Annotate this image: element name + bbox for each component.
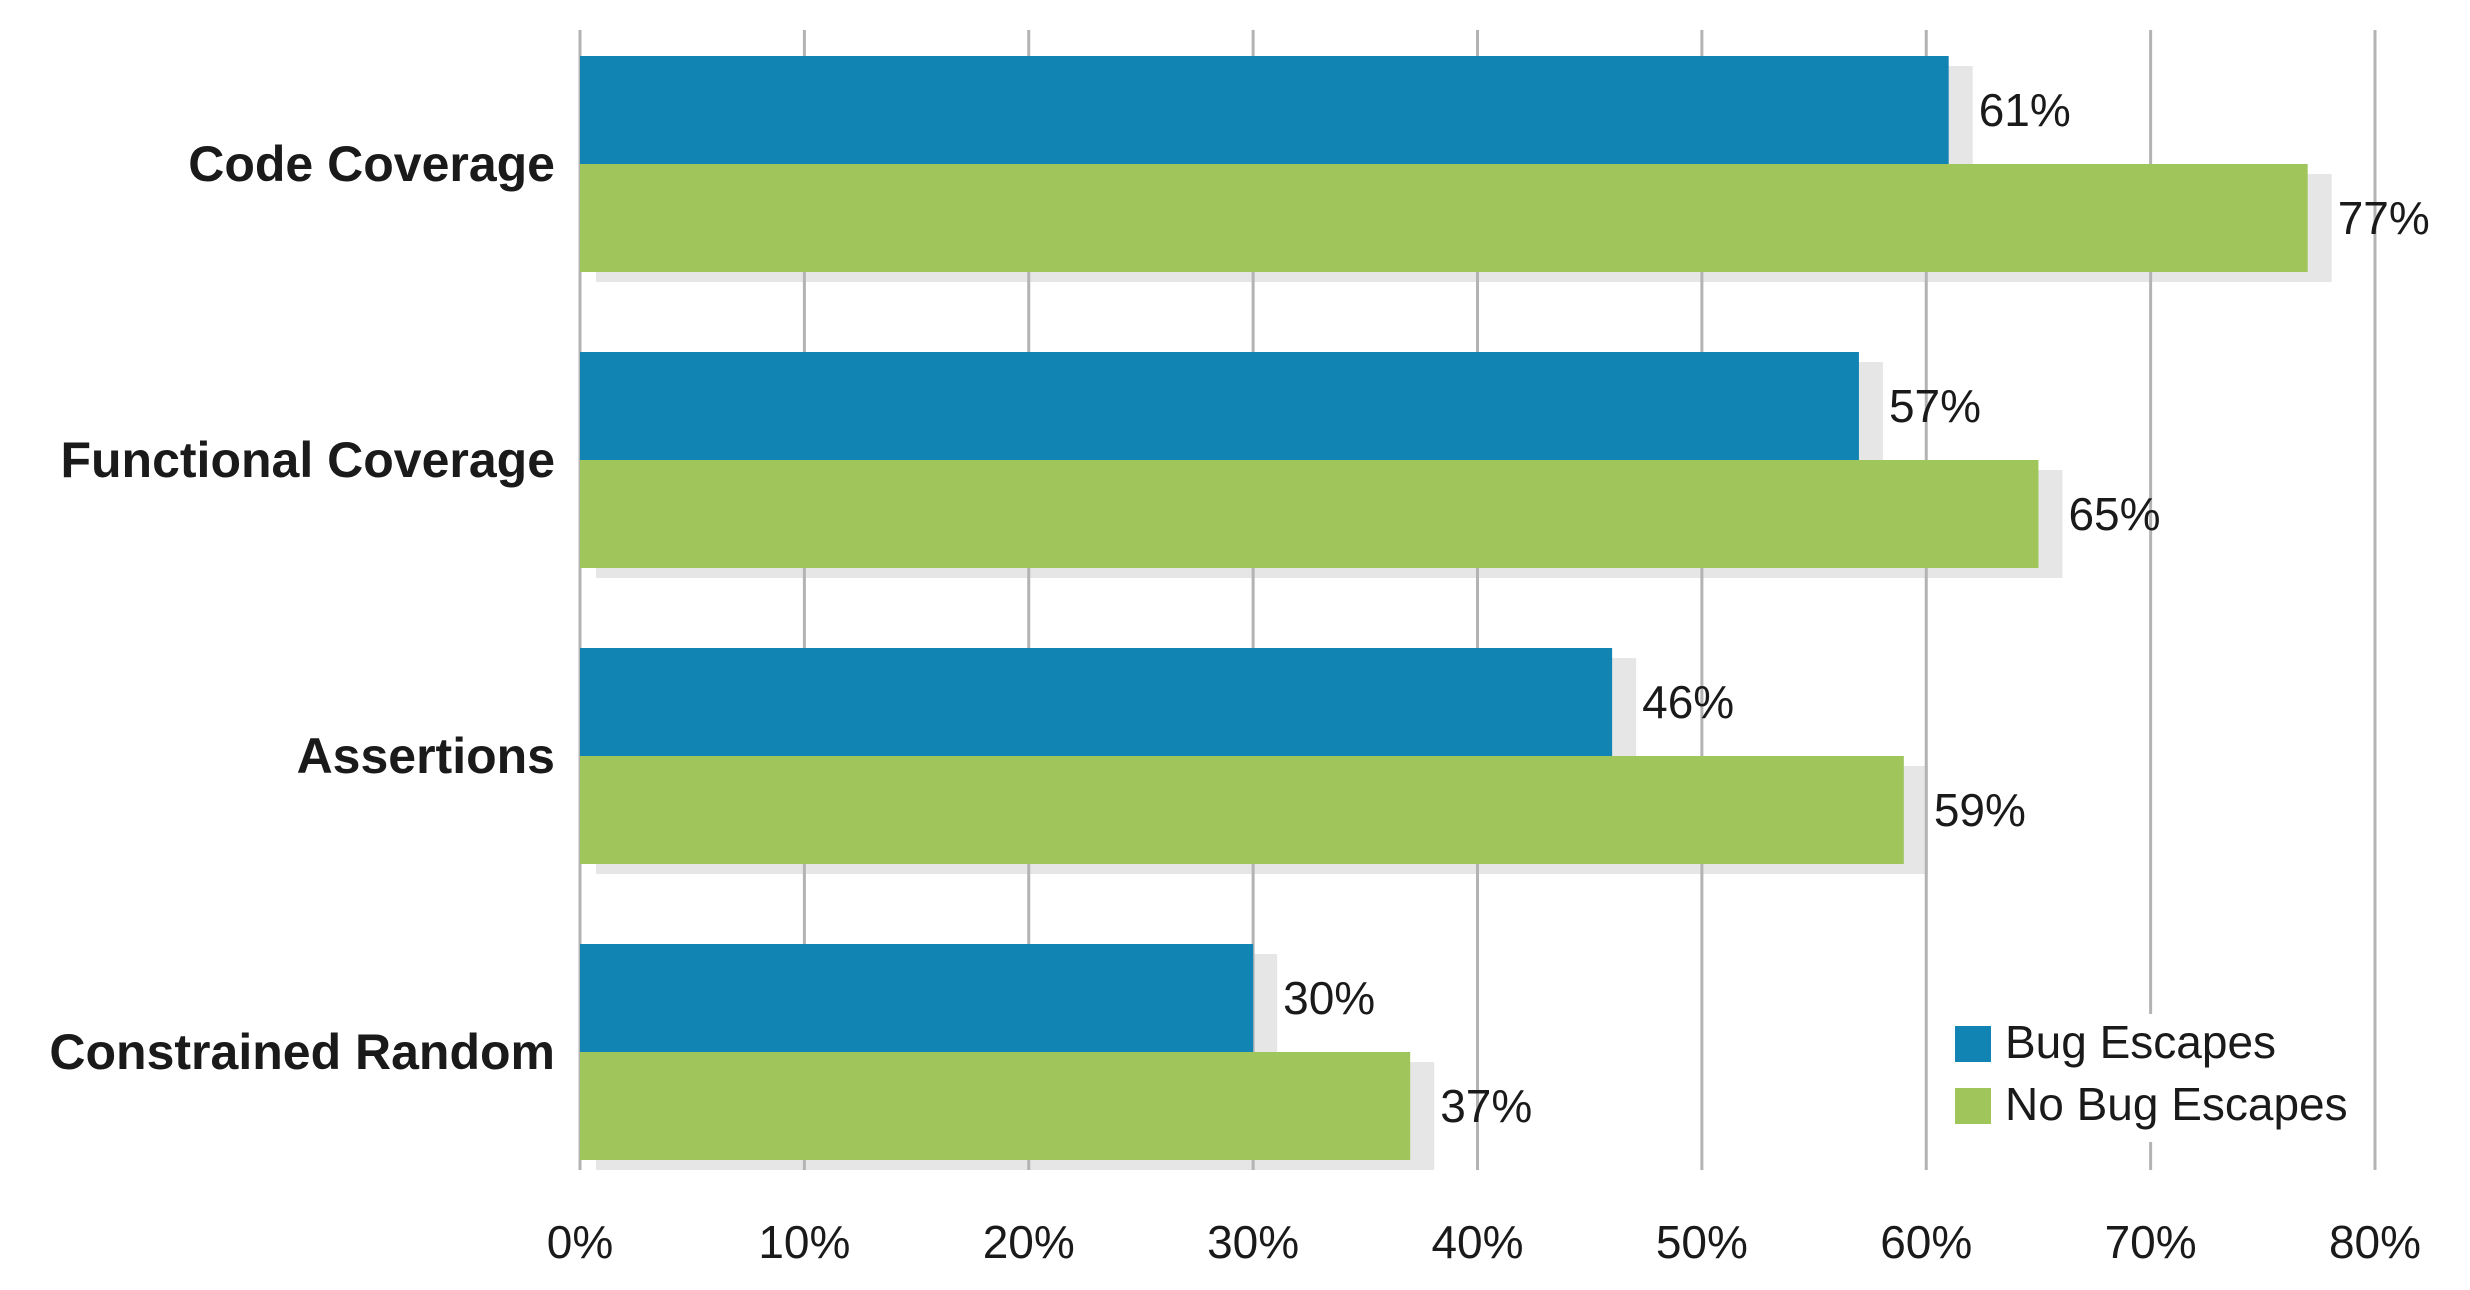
bar-no-bug-escapes-functional-coverage [580, 460, 2039, 568]
value-label: 77% [2338, 192, 2430, 244]
bar-bug-escapes-assertions [580, 648, 1613, 756]
value-label: 30% [1283, 972, 1375, 1024]
bar-bug-escapes-code-coverage [580, 56, 1949, 164]
bar-bug-escapes-functional-coverage [580, 352, 1859, 460]
category-label: Functional Coverage [60, 432, 555, 488]
x-tick-label: 80% [2329, 1216, 2421, 1268]
category-label: Assertions [297, 728, 555, 784]
category-label: Constrained Random [49, 1024, 555, 1080]
x-tick-label: 70% [2105, 1216, 2197, 1268]
x-tick-label: 40% [1431, 1216, 1523, 1268]
value-label: 65% [2068, 488, 2160, 540]
x-tick-label: 30% [1207, 1216, 1299, 1268]
legend-label-bug-escapes: Bug Escapes [2005, 1016, 2276, 1068]
x-axis-tick-labels: 0% 10% 20% 30% 40% 50% 60% 70% 80% [547, 1216, 2421, 1268]
legend-swatch-bug-escapes [1955, 1026, 1991, 1062]
x-tick-label: 10% [758, 1216, 850, 1268]
x-tick-label: 50% [1656, 1216, 1748, 1268]
bar-no-bug-escapes-constrained-random [580, 1052, 1411, 1160]
category-label: Code Coverage [188, 136, 555, 192]
value-label: 57% [1889, 380, 1981, 432]
x-tick-label: 60% [1880, 1216, 1972, 1268]
bars [580, 56, 2308, 1160]
value-label: 46% [1642, 676, 1734, 728]
bar-no-bug-escapes-code-coverage [580, 164, 2308, 272]
value-labels: 61% 77% 57% 65% 46% 59% 30% 37% [1283, 84, 2430, 1132]
x-tick-label: 20% [983, 1216, 1075, 1268]
legend: Bug Escapes No Bug Escapes [1941, 1014, 2371, 1142]
category-labels: Code Coverage Functional Coverage Assertio… [49, 136, 555, 1080]
legend-label-no-bug-escapes: No Bug Escapes [2005, 1078, 2348, 1130]
value-label: 59% [1934, 784, 2026, 836]
legend-swatch-no-bug-escapes [1955, 1088, 1991, 1124]
value-label: 61% [1979, 84, 2071, 136]
bar-no-bug-escapes-assertions [580, 756, 1904, 864]
x-tick-label: 0% [547, 1216, 613, 1268]
value-label: 37% [1440, 1080, 1532, 1132]
bar-bug-escapes-constrained-random [580, 944, 1254, 1052]
legend-background [1941, 1014, 2371, 1142]
